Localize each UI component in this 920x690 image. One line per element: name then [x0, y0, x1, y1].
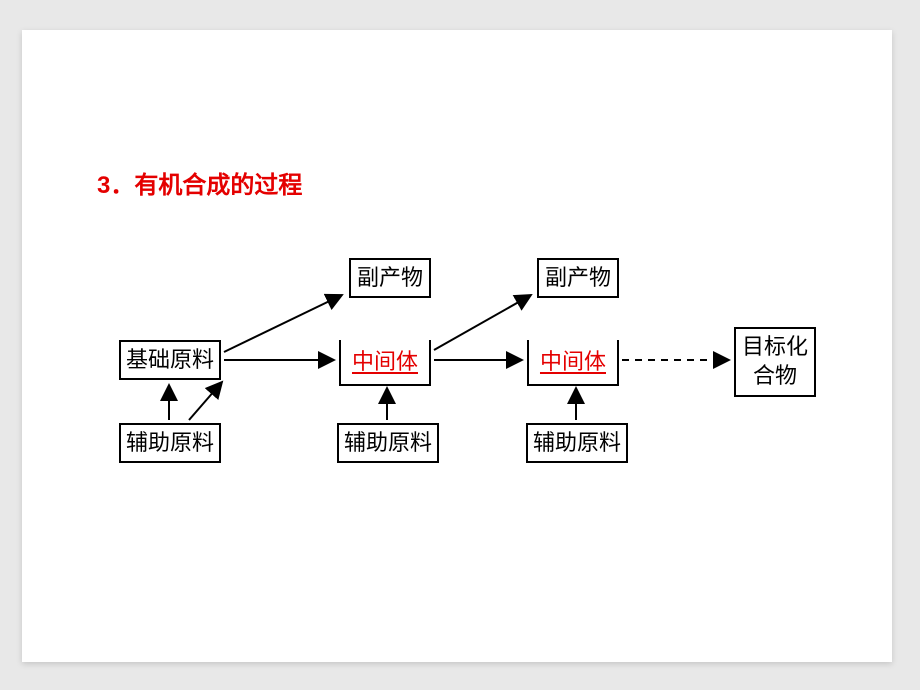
title-text: 有机合成的过程 — [134, 172, 302, 199]
node-base: 基础原料 — [119, 340, 221, 380]
flow-diagram: 基础原料辅助原料 副产物中间体辅助原料 副产物中间体辅助原料 目标化 合物 — [94, 240, 864, 470]
node-target: 目标化 合物 — [734, 327, 816, 397]
section-title: 3．有机合成的过程 — [97, 165, 302, 200]
node-aux3: 辅助原料 — [526, 423, 628, 463]
title-number: 3． — [97, 172, 134, 199]
node-inter1: 中间体 — [339, 340, 431, 386]
node-label-inter2: 中间体 — [540, 348, 606, 377]
node-inter2: 中间体 — [527, 340, 619, 386]
node-aux2: 辅助原料 — [337, 423, 439, 463]
node-aux1: 辅助原料 — [119, 423, 221, 463]
arrow-1 — [224, 295, 342, 352]
arrow-5 — [434, 295, 531, 350]
slide-container: 3．有机合成的过程 基础原料辅助原料 副产物中间体辅助原料 副产物中间体辅助原料 目标… — [22, 30, 892, 662]
node-label-inter1: 中间体 — [352, 348, 418, 377]
arrow-3 — [189, 382, 222, 420]
node-byprod2: 副产物 — [537, 258, 619, 298]
node-byprod1: 副产物 — [349, 258, 431, 298]
